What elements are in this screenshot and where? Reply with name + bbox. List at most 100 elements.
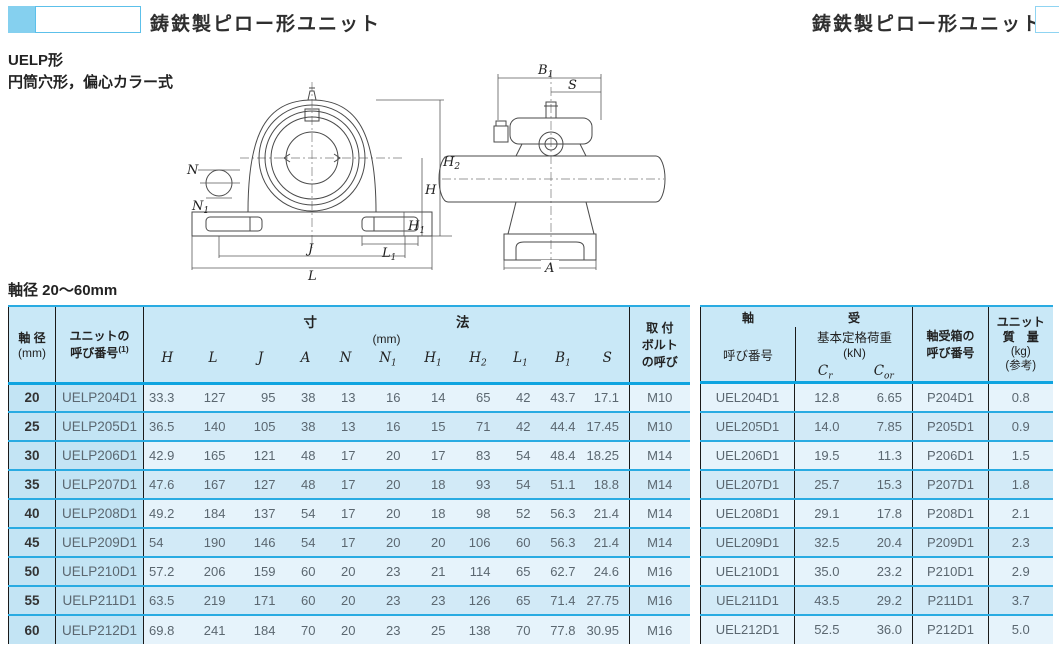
col-header-dim-letter: N1 <box>365 350 411 385</box>
bearing-table: 軸 受 呼び番号 基本定格荷重 (kN) Cr Cor <box>700 305 1053 644</box>
dimension-value-cell: 33.3 <box>143 383 191 412</box>
dimension-value-cell: 146 <box>235 527 286 557</box>
col-header-load-ratings: 基本定格荷重 (kN) Cr Cor <box>795 327 913 380</box>
dimension-value-cell: 38 <box>285 411 326 441</box>
housing-number-cell: P204D1 <box>912 382 989 412</box>
bolt-size-cell: M10 <box>629 411 690 441</box>
dimension-value-cell: 44.4 <box>540 411 586 441</box>
index-outline-box <box>35 6 141 33</box>
col-header-dim-letter: A <box>285 350 326 385</box>
dimension-value-cell: 206 <box>190 556 236 586</box>
dimension-value-cell: 56.3 <box>540 498 586 528</box>
dimension-value-cell: 159 <box>235 556 286 586</box>
shaft-diameter-cell: 55 <box>8 585 56 615</box>
dimension-value-cell: 105 <box>235 411 286 441</box>
unit-number-cell: UELP205D1 <box>55 411 144 441</box>
bearing-table-body: UEL204D1 12.8 6.65 P204D1 0.8 UEL205D1 14.0 7.8… <box>700 382 1053 644</box>
dim-label-h1: H1 <box>407 219 425 236</box>
dimension-value-cell: 42.9 <box>143 440 191 470</box>
bolt-size-cell: M16 <box>629 585 690 615</box>
shaft-diameter-cell: 30 <box>8 440 56 470</box>
cr-value: 12.8 <box>814 389 840 405</box>
load-ratings-cell: 14.0 7.85 <box>794 410 913 441</box>
dimension-value-cell: 167 <box>190 469 236 499</box>
shaft-diameter-cell: 40 <box>8 498 56 528</box>
dimension-value-cell: 48.4 <box>540 440 586 470</box>
dimension-value-cell: 140 <box>190 411 236 441</box>
dimension-value-cell: 17 <box>325 527 366 557</box>
dimension-value-cell: 49.2 <box>143 498 191 528</box>
dimension-table-row: 55 UELP211D1 63.5 219 171 60 20 23 23 126 65 71.4 27… <box>8 585 690 615</box>
bearing-number-cell: UEL208D1 <box>700 497 795 528</box>
dimension-value-cell: 83 <box>455 440 501 470</box>
dimension-value-cell: 241 <box>190 614 236 644</box>
dimension-value-cell: 48 <box>285 469 326 499</box>
dim-label-j: J <box>305 242 314 257</box>
dimension-value-cell: 60 <box>500 527 541 557</box>
dimension-value-cell: 20 <box>325 585 366 615</box>
dimension-value-cell: 93 <box>455 469 501 499</box>
dimension-value-cell: 127 <box>235 469 286 499</box>
unit-number-cell: UELP209D1 <box>55 527 144 557</box>
index-color-square <box>8 6 35 33</box>
cr-value: 52.5 <box>814 622 840 637</box>
cor-value: 23.2 <box>876 563 902 579</box>
dimension-value-cell: 71 <box>455 411 501 441</box>
cor-value: 11.3 <box>877 447 902 463</box>
bearing-number-cell: UEL211D1 <box>700 584 795 615</box>
col-header-dim-letter: N <box>325 350 366 385</box>
dimension-table-row: 50 UELP210D1 57.2 206 159 60 20 23 21 114 65 62.7 24… <box>8 556 690 586</box>
housing-number-cell: P211D1 <box>912 584 989 615</box>
cor-value: 6.65 <box>876 389 902 405</box>
unit-mass-cell: 0.9 <box>988 410 1053 441</box>
col-header-shaft: 軸 径 (mm) <box>8 306 56 385</box>
unit-mass-cell: 0.8 <box>988 382 1053 412</box>
dimension-value-cell: 190 <box>190 527 236 557</box>
col-header-housing: 軸受箱の 呼び番号 <box>912 306 989 384</box>
cor-value: 15.3 <box>876 476 902 492</box>
load-ratings-cell: 19.5 11.3 <box>794 439 913 470</box>
bearing-table-row: UEL210D1 35.0 23.2 P210D1 2.9 <box>700 555 1053 586</box>
dimension-value-cell: 98 <box>455 498 501 528</box>
col-header-dim-letter: H <box>143 350 191 385</box>
dimension-value-cell: 121 <box>235 440 286 470</box>
bearing-table-row: UEL212D1 52.5 36.0 P212D1 5.0 <box>700 613 1053 644</box>
bolt-size-cell: M16 <box>629 614 690 644</box>
dimension-table-row: 35 UELP207D1 47.6 167 127 48 17 20 18 93 54 51.1 18.… <box>8 469 690 499</box>
dimension-value-cell: 77.8 <box>540 614 586 644</box>
bearing-number-cell: UEL210D1 <box>700 555 795 586</box>
cr-value: 35.0 <box>814 563 840 579</box>
series-type-desc: 円筒穴形，偏心カラー式 <box>8 73 174 91</box>
cr-value: 25.7 <box>814 476 840 492</box>
bearing-number-cell: UEL209D1 <box>700 526 795 557</box>
series-name: UELP形 <box>8 52 64 69</box>
bearing-number-cell: UEL204D1 <box>700 382 795 412</box>
cor-value: 20.4 <box>876 534 902 550</box>
dim-label-b1: B1 <box>537 63 553 80</box>
dimension-value-cell: 56.3 <box>540 527 586 557</box>
load-ratings-cell: 25.7 15.3 <box>794 468 913 499</box>
dimension-value-cell: 126 <box>455 585 501 615</box>
dimension-value-cell: 171 <box>235 585 286 615</box>
housing-number-cell: P212D1 <box>912 613 989 644</box>
dim-label-h2: H2 <box>442 155 460 172</box>
dimension-value-cell: 14 <box>410 383 456 412</box>
page-title-right: 鋳鉄製ピロー形ユニット <box>812 14 1044 35</box>
dimension-value-cell: 138 <box>455 614 501 644</box>
shaft-diameter-cell: 20 <box>8 383 56 412</box>
load-ratings-cell: 43.5 29.2 <box>794 584 913 615</box>
unit-mass-cell: 1.8 <box>988 468 1053 499</box>
unit-mass-cell: 5.0 <box>988 613 1053 644</box>
housing-number-cell: P207D1 <box>912 468 989 499</box>
dim-label-n: N <box>186 163 199 178</box>
dimension-value-cell: 52 <box>500 498 541 528</box>
col-header-bolt: 取 付 ボルト の呼び <box>629 306 690 385</box>
bolt-size-cell: M10 <box>629 383 690 412</box>
dimension-value-cell: 127 <box>190 383 236 412</box>
dimension-value-cell: 21.4 <box>585 527 630 557</box>
dimension-value-cell: 17 <box>325 469 366 499</box>
load-ratings-cell: 32.5 20.4 <box>794 526 913 557</box>
dimension-letter-row: H L J A N N1 H1 H2 L1 B1 S <box>9 350 690 385</box>
cor-value: 29.2 <box>876 592 902 608</box>
bearing-table-row: UEL208D1 29.1 17.8 P208D1 2.1 <box>700 497 1053 528</box>
